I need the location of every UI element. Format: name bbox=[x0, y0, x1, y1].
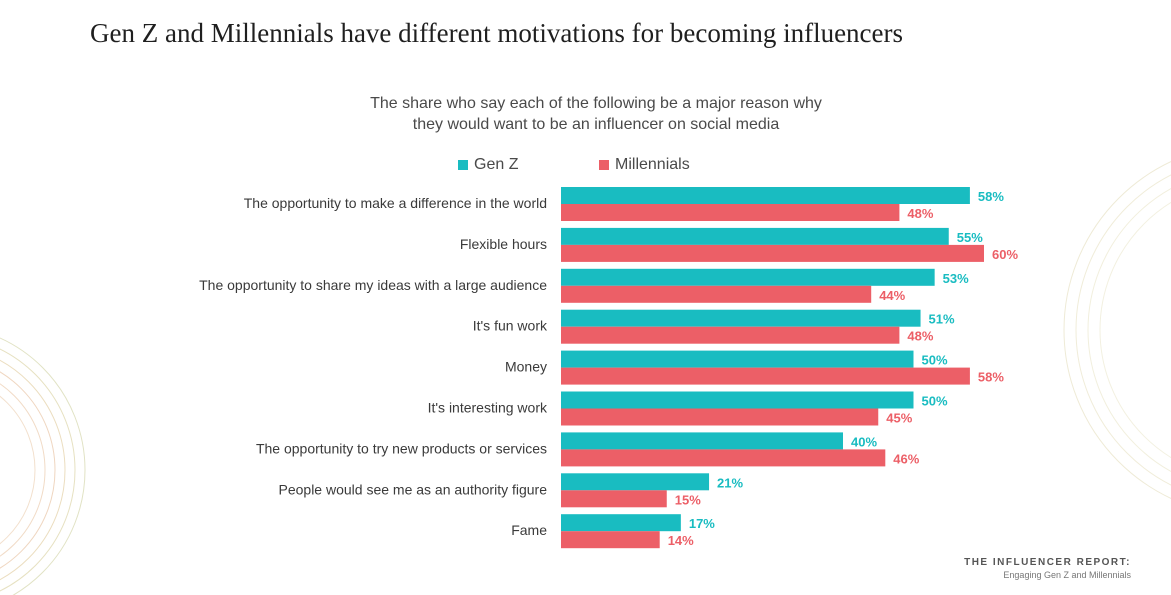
legend-label-genz: Gen Z bbox=[474, 156, 519, 173]
category-label: It's fun work bbox=[473, 318, 548, 334]
bar-millennials bbox=[561, 204, 900, 221]
value-label-genz: 58% bbox=[978, 189, 1004, 204]
value-label-millennials: 48% bbox=[907, 329, 933, 344]
chart-subtitle: The share who say each of the following … bbox=[296, 93, 896, 135]
category-label: The opportunity to share my ideas with a… bbox=[199, 277, 547, 293]
bar-millennials bbox=[561, 490, 667, 508]
value-label-genz: 55% bbox=[957, 230, 983, 245]
bar-millennials bbox=[561, 531, 660, 549]
category-label: People would see me as an authority figu… bbox=[279, 481, 548, 497]
value-label-millennials: 60% bbox=[992, 247, 1018, 262]
bar-genz bbox=[561, 187, 970, 204]
value-label-genz: 17% bbox=[689, 516, 715, 531]
category-label: Money bbox=[505, 359, 547, 375]
category-label: The opportunity to make a difference in … bbox=[244, 195, 547, 211]
category-label: The opportunity to try new products or s… bbox=[256, 440, 547, 456]
footer-report-subtitle: Engaging Gen Z and Millennials bbox=[1003, 570, 1131, 580]
value-label-millennials: 58% bbox=[978, 370, 1004, 385]
category-label: It's interesting work bbox=[428, 400, 548, 416]
value-label-genz: 51% bbox=[929, 312, 955, 327]
value-label-genz: 50% bbox=[922, 394, 948, 409]
bar-genz bbox=[561, 473, 710, 491]
value-label-genz: 40% bbox=[851, 434, 877, 449]
legend-label-millennials: Millennials bbox=[615, 156, 690, 173]
legend-swatch-millennials bbox=[599, 160, 609, 170]
subtitle-line-2: they would want to be an influencer on s… bbox=[412, 116, 780, 133]
legend-swatch-genz bbox=[458, 160, 468, 170]
bar-millennials bbox=[561, 408, 879, 426]
value-label-genz: 50% bbox=[922, 353, 948, 368]
footer-report-title: THE INFLUENCER REPORT: bbox=[964, 557, 1131, 568]
bar-genz bbox=[561, 514, 681, 532]
bar-millennials bbox=[561, 285, 872, 303]
legend-item-genz: Gen Z bbox=[458, 156, 518, 174]
value-label-millennials: 46% bbox=[893, 451, 919, 466]
bar-millennials bbox=[561, 367, 970, 385]
bar-genz bbox=[561, 227, 949, 245]
value-label-millennials: 15% bbox=[675, 492, 701, 507]
category-label: Flexible hours bbox=[460, 236, 547, 252]
legend-item-millennials: Millennials bbox=[599, 156, 690, 174]
value-label-genz: 21% bbox=[717, 475, 743, 490]
bar-genz bbox=[561, 309, 921, 327]
value-label-millennials: 14% bbox=[668, 533, 694, 548]
bar-millennials bbox=[561, 244, 984, 262]
bar-millennials bbox=[561, 449, 886, 467]
bar-millennials bbox=[561, 326, 900, 344]
value-label-millennials: 44% bbox=[879, 288, 905, 303]
subtitle-line-1: The share who say each of the following … bbox=[370, 95, 822, 112]
value-label-millennials: 45% bbox=[886, 411, 912, 426]
bar-genz bbox=[561, 268, 935, 286]
value-label-millennials: 48% bbox=[907, 206, 933, 221]
bar-genz bbox=[561, 432, 843, 450]
category-label: Fame bbox=[511, 522, 547, 538]
page-title: Gen Z and Millennials have different mot… bbox=[90, 18, 904, 48]
bar-genz bbox=[561, 391, 914, 409]
value-label-genz: 53% bbox=[943, 271, 969, 286]
bar-genz bbox=[561, 350, 914, 368]
